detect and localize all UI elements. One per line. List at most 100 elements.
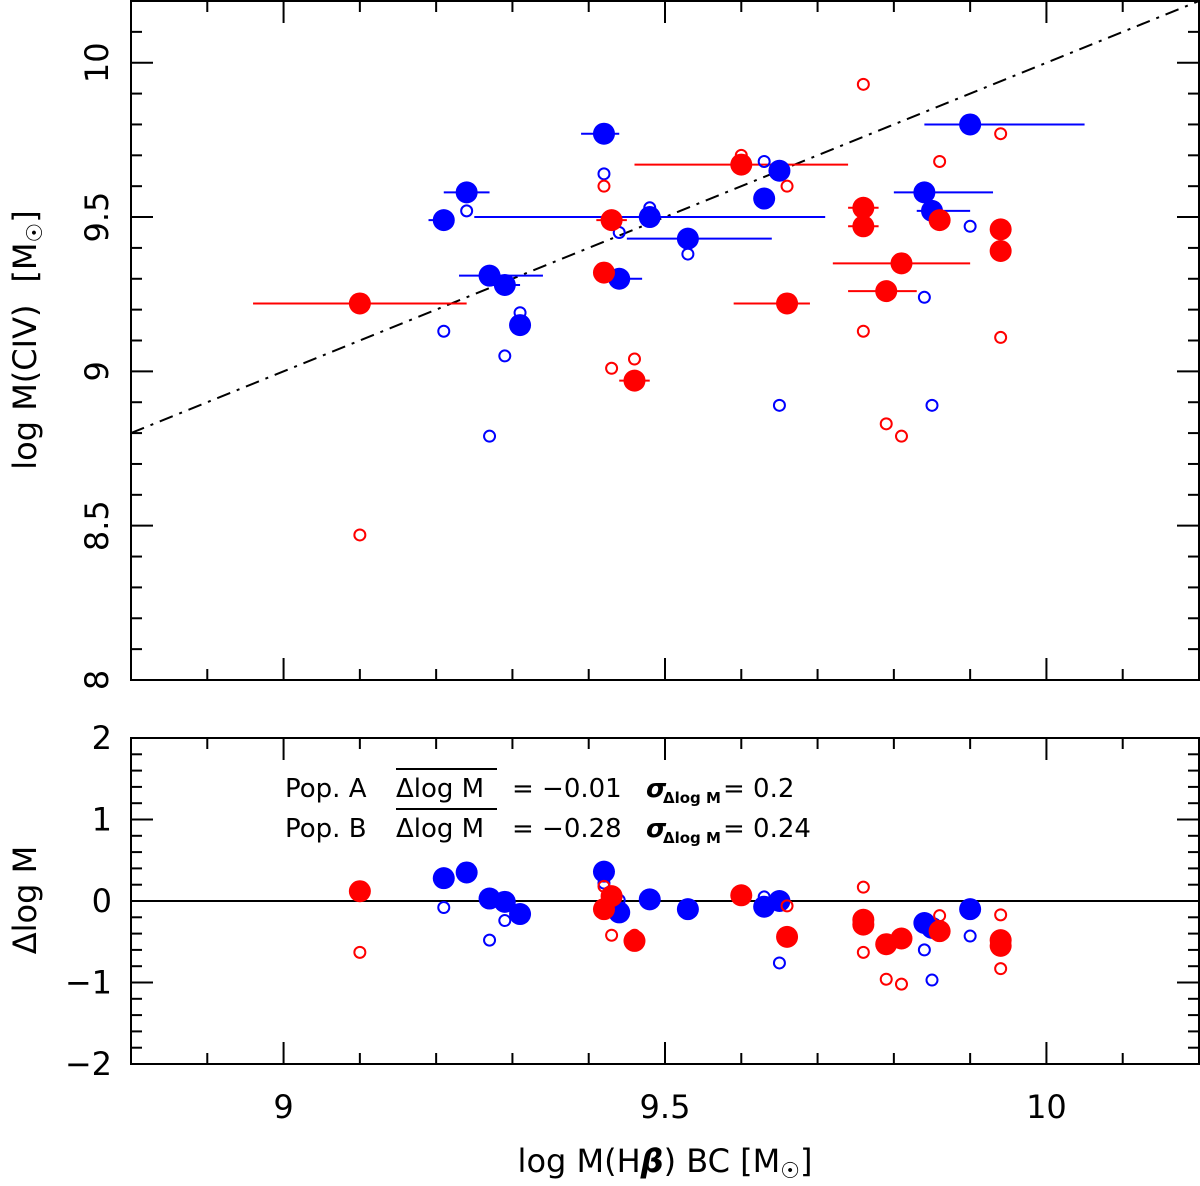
data-point xyxy=(913,181,936,204)
y-tick-label: 10 xyxy=(78,42,116,83)
data-point xyxy=(592,261,615,284)
bottom-x-tick-labels: 9 9.5 10 xyxy=(273,1088,1066,1126)
data-point-open xyxy=(994,127,1008,141)
data-point xyxy=(989,934,1012,957)
y-tick-label: −2 xyxy=(65,1045,112,1083)
x-axis-title-main: log M(H xyxy=(518,1142,641,1180)
y-tick-label: −1 xyxy=(65,964,112,1002)
annotation-pop-b-sigma-sub: Δlog M xyxy=(663,829,721,847)
data-point-open xyxy=(780,179,794,193)
data-point-open xyxy=(963,219,977,233)
data-point xyxy=(989,239,1012,262)
y-tick-label: 0 xyxy=(92,882,112,920)
data-point xyxy=(623,369,646,392)
top-y-axis-title-close: ] xyxy=(6,210,44,222)
top-y-axis-title-main: log M(CIV) xyxy=(6,305,44,470)
data-point-open xyxy=(643,201,657,215)
data-point-open xyxy=(894,429,908,443)
x-axis-title-rest: ) BC [M xyxy=(664,1142,781,1180)
data-point xyxy=(730,153,753,176)
data-point-open xyxy=(772,398,786,412)
data-point-open xyxy=(917,943,931,957)
data-point-open xyxy=(627,352,641,366)
data-point-open xyxy=(856,77,870,91)
annotation-pop-b-mean-label: Δlog M xyxy=(396,814,484,844)
sun-symbol-icon: ☉ xyxy=(23,223,48,243)
data-point xyxy=(455,181,478,204)
x-axis-title: log M(Hβ) BC [M☉] xyxy=(518,1142,813,1184)
data-point xyxy=(592,860,615,883)
sun-symbol-icon: ☉ xyxy=(780,1159,800,1184)
y-tick-label: 9 xyxy=(78,361,116,381)
data-point xyxy=(928,209,951,232)
data-point xyxy=(455,861,478,884)
annotation-pop-b-sigma-value: = 0.24 xyxy=(723,814,811,844)
data-point-open xyxy=(933,909,947,923)
data-point xyxy=(493,273,516,296)
annotation-pop-b-sigma: σ xyxy=(646,814,667,844)
data-point-open xyxy=(498,349,512,363)
top-y-axis-title-unit: [M xyxy=(6,242,44,282)
data-point xyxy=(432,867,455,890)
data-point xyxy=(348,880,371,903)
data-point-open xyxy=(605,361,619,375)
data-point xyxy=(959,898,982,921)
data-point-open xyxy=(757,154,771,168)
data-point-open xyxy=(856,880,870,894)
data-point-open xyxy=(605,928,619,942)
data-point-open xyxy=(498,914,512,928)
annotation-pop-b-mean-value: = −0.28 xyxy=(512,814,622,844)
x-axis-title-beta: β xyxy=(640,1142,664,1180)
data-point-open xyxy=(856,324,870,338)
data-point-open xyxy=(681,247,695,261)
data-point-open xyxy=(894,977,908,991)
bottom-ticks xyxy=(130,737,1200,1065)
data-point xyxy=(852,913,875,936)
annotation-pop-a-mean-label: Δlog M xyxy=(396,774,484,804)
data-point xyxy=(875,280,898,303)
annotation-pop-a-label: Pop. A xyxy=(285,774,367,804)
annotation-pop-a-sigma-value: = 0.2 xyxy=(723,774,794,804)
top-panel: 8 8.5 9 9.5 10 log M(CIV) [M☉] xyxy=(6,0,1200,690)
data-point-open xyxy=(483,429,497,443)
data-point-open xyxy=(917,290,931,304)
x-tick-label: 10 xyxy=(1026,1088,1067,1126)
data-point-open xyxy=(925,398,939,412)
y-tick-label: 9.5 xyxy=(78,192,116,243)
annotation-pop-b: Pop. B Δlog M = −0.28 σ Δlog M = 0.24 xyxy=(285,808,811,847)
data-point-open xyxy=(856,945,870,959)
y-tick-label: 2 xyxy=(92,719,112,757)
data-point-open xyxy=(627,928,641,942)
data-point xyxy=(768,159,791,182)
data-point-open xyxy=(597,179,611,193)
data-point xyxy=(959,113,982,136)
x-tick-label: 9.5 xyxy=(640,1088,691,1126)
y-tick-label: 8.5 xyxy=(78,500,116,551)
data-point xyxy=(638,888,661,911)
data-point-open xyxy=(353,945,367,959)
annotation-pop-a-sigma: σ xyxy=(646,774,667,804)
data-point xyxy=(600,209,623,232)
data-point xyxy=(989,218,1012,241)
top-y-tick-labels: 8 8.5 9 9.5 10 xyxy=(78,42,116,690)
data-point-open xyxy=(994,962,1008,976)
data-point-open xyxy=(734,148,748,162)
data-point-open xyxy=(757,890,771,904)
data-point xyxy=(768,890,791,912)
data-point-open xyxy=(994,908,1008,922)
data-point xyxy=(890,927,913,950)
data-point xyxy=(890,252,913,275)
data-point xyxy=(600,885,623,908)
top-data-points xyxy=(348,77,1012,542)
annotation-pop-a-sigma-sub: Δlog M xyxy=(663,789,721,807)
data-point-open xyxy=(925,973,939,987)
data-point-open xyxy=(353,528,367,542)
bottom-y-axis-title: Δlog M xyxy=(6,846,44,954)
data-point xyxy=(638,206,661,229)
data-point xyxy=(676,227,699,250)
top-ticks xyxy=(130,0,1200,681)
data-point-open xyxy=(734,886,748,900)
top-y-axis-title: log M(CIV) [M☉] xyxy=(6,210,48,470)
data-point xyxy=(852,215,875,238)
